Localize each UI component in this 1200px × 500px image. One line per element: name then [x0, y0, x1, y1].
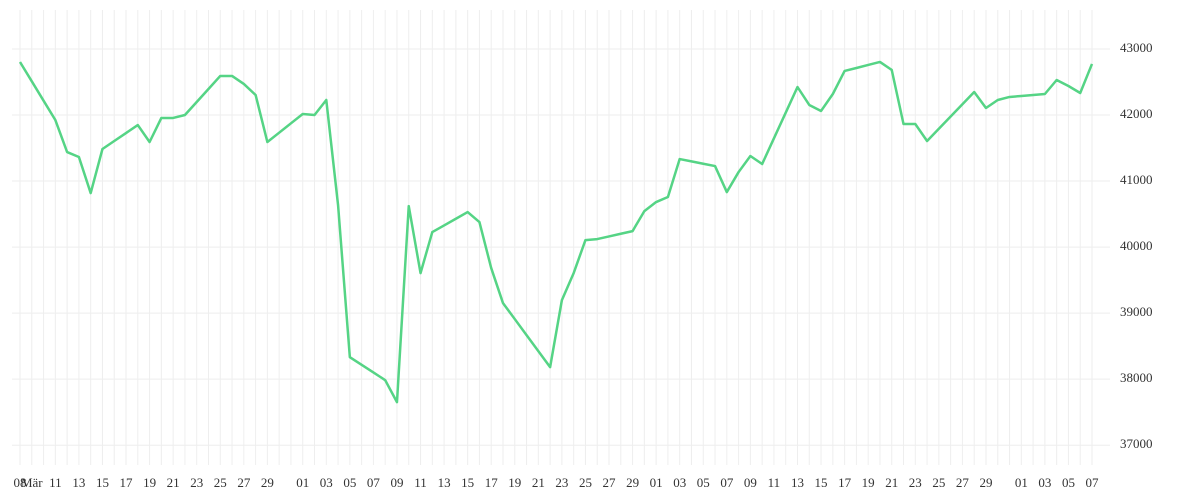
x-tick-label: 05 — [343, 475, 356, 490]
x-tick-label: 15 — [461, 475, 474, 490]
x-tick-label: 27 — [237, 475, 251, 490]
x-tick-label: 19 — [143, 475, 156, 490]
x-tick-label: 07 — [1086, 475, 1100, 490]
x-tick-label: 27 — [956, 475, 970, 490]
x-tick-label: Mär — [21, 475, 43, 490]
x-tick-label: 25 — [214, 475, 227, 490]
x-tick-label: 07 — [720, 475, 734, 490]
x-tick-label: 13 — [72, 475, 85, 490]
x-tick-label: 05 — [1062, 475, 1075, 490]
x-tick-label: 19 — [508, 475, 521, 490]
x-tick-label: 17 — [120, 475, 134, 490]
x-tick-label: 17 — [838, 475, 852, 490]
x-tick-label: 23 — [190, 475, 203, 490]
y-tick-label: 43000 — [1120, 40, 1153, 55]
x-tick-label: 01 — [650, 475, 663, 490]
x-tick-label: 23 — [555, 475, 568, 490]
y-tick-label: 38000 — [1120, 370, 1153, 385]
x-tick-label: 08 — [14, 475, 27, 490]
x-tick-label: 05 — [697, 475, 710, 490]
x-tick-label: 25 — [932, 475, 945, 490]
x-tick-label: 13 — [791, 475, 804, 490]
y-tick-label: 40000 — [1120, 238, 1153, 253]
y-tick-label: 37000 — [1120, 436, 1153, 451]
x-tick-label: 21 — [532, 475, 545, 490]
x-tick-label: 03 — [673, 475, 686, 490]
x-tick-label: 01 — [296, 475, 309, 490]
y-tick-label: 39000 — [1120, 304, 1153, 319]
x-tick-label: 11 — [414, 475, 427, 490]
x-tick-label: 25 — [579, 475, 592, 490]
x-tick-label: 09 — [744, 475, 757, 490]
x-tick-label: 15 — [96, 475, 109, 490]
x-tick-label: 29 — [261, 475, 274, 490]
y-tick-label: 42000 — [1120, 106, 1153, 121]
x-tick-label: 01 — [1015, 475, 1028, 490]
x-tick-label: 29 — [626, 475, 639, 490]
x-tick-label: 29 — [979, 475, 992, 490]
line — [18, 60, 1094, 404]
x-tick-label: 21 — [167, 475, 180, 490]
x-tick-label: 07 — [367, 475, 381, 490]
x-tick-label: 11 — [768, 475, 781, 490]
x-tick-label: 09 — [390, 475, 403, 490]
x-tick-label: 27 — [603, 475, 617, 490]
x-tick-label: 19 — [862, 475, 875, 490]
x-tick-label: 03 — [1038, 475, 1051, 490]
x-tick-label: 13 — [438, 475, 451, 490]
y-tick-label: 41000 — [1120, 172, 1153, 187]
x-tick-label: 21 — [885, 475, 898, 490]
x-tick-label: 15 — [815, 475, 828, 490]
x-tick-label: 11 — [49, 475, 62, 490]
x-tick-label: 03 — [320, 475, 333, 490]
x-tick-label: 23 — [909, 475, 922, 490]
x-tick-label: 17 — [485, 475, 499, 490]
